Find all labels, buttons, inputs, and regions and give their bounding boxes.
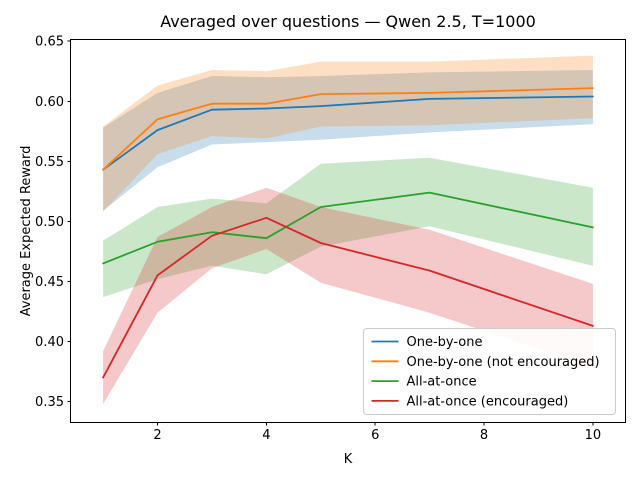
confidence-bands xyxy=(103,55,593,404)
line-all-at-once xyxy=(102,191,594,265)
y-tick-label: 0.65 xyxy=(35,35,64,50)
x-tick-label: 10 xyxy=(585,428,602,443)
line-all-at-once-encouraged xyxy=(102,216,594,379)
band-one-by-one-not-encouraged xyxy=(103,55,593,212)
x-tick-label: 4 xyxy=(262,428,270,443)
y-axis-label: Average Expected Reward xyxy=(19,146,34,317)
plot-border xyxy=(70,39,626,423)
y-tick-label: 0.60 xyxy=(35,95,64,110)
axes-frame xyxy=(70,39,626,423)
x-axis-label: K xyxy=(344,452,353,467)
x-tick-label: 6 xyxy=(371,428,379,443)
y-tick-label: 0.50 xyxy=(35,215,64,230)
band-all-at-once xyxy=(103,157,593,298)
y-tick-label: 0.55 xyxy=(35,155,64,170)
band-all-at-once-encouraged xyxy=(103,187,593,404)
legend-item-label: One-by-one xyxy=(407,335,483,350)
line-one-by-one-not-encouraged xyxy=(102,87,594,171)
y-tick-label: 0.40 xyxy=(35,335,64,350)
chart-title: Averaged over questions — Qwen 2.5, T=10… xyxy=(160,12,536,31)
legend-box xyxy=(363,328,616,415)
y-tick-label: 0.35 xyxy=(35,395,64,410)
legend-item-label: All-at-once xyxy=(407,375,477,390)
axis-ticks: 2 4 6 8 10 0.35 0.40 0.45 0.50 0.55 0.60 0.65 xyxy=(35,35,601,443)
y-tick-label: 0.45 xyxy=(35,275,64,290)
legend-item-label: All-at-once (encouraged) xyxy=(407,394,569,409)
band-one-by-one xyxy=(103,70,593,211)
line-one-by-one xyxy=(102,95,594,171)
legend: One-by-one One-by-one (not encouraged) All… xyxy=(363,328,616,415)
x-tick-label: 8 xyxy=(480,428,488,443)
x-tick-label: 2 xyxy=(153,428,161,443)
legend-item-label: One-by-one (not encouraged) xyxy=(407,355,600,370)
series-lines xyxy=(102,87,594,379)
